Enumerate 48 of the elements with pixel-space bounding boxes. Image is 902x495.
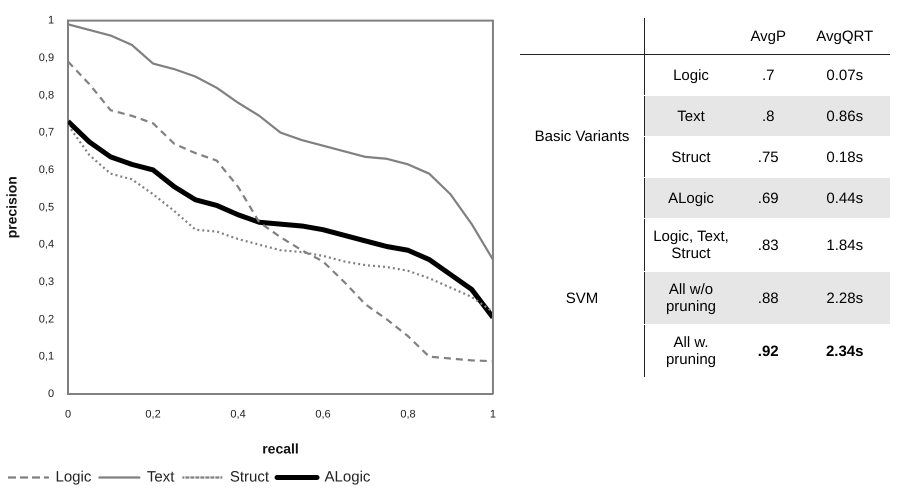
x-tick-label: 0: [65, 408, 72, 421]
y-tick-label: 0,7: [38, 126, 54, 139]
text: 1.84s: [826, 236, 864, 254]
category-label: All w/o pruning: [666, 281, 716, 315]
x-tick-label: 1: [490, 408, 496, 421]
y-tick-label: 0,4: [38, 238, 54, 251]
y-tick-label: 0,9: [38, 52, 54, 64]
category-label: Struct: [671, 148, 711, 166]
category-label: Logic: [673, 66, 709, 84]
text: 2.34s: [826, 342, 864, 360]
text: .8: [762, 108, 774, 124]
category-label: Text: [677, 108, 705, 124]
text: 0.18s: [826, 148, 864, 166]
category-label: Logic, Text, Struct: [653, 228, 729, 262]
legend-label: Struct: [230, 468, 270, 486]
legend-label: Logic: [56, 468, 92, 486]
text: .92: [758, 342, 779, 360]
category-label: AvgP: [737, 18, 800, 54]
y-tick-label: 0,1: [38, 350, 54, 363]
y-tick-label: 0,2: [38, 313, 54, 326]
text: .88: [758, 290, 779, 306]
y-tick-label: 0,8: [38, 89, 54, 102]
x-tick-label: 0,6: [315, 408, 331, 421]
x-tick-label: 0,4: [230, 408, 246, 421]
text: 0.07s: [826, 66, 864, 84]
y-tick-label: 0,5: [38, 201, 54, 214]
text: 0.44s: [826, 190, 864, 206]
text: .7: [762, 66, 774, 84]
y-tick-label: 1: [48, 14, 54, 27]
x-tick-label: 0,8: [400, 408, 416, 421]
category-label: AvgQRT: [799, 18, 890, 54]
legend-label: ALogic: [324, 468, 371, 486]
text: 0.86s: [826, 108, 864, 124]
category-label: All w. pruning: [666, 334, 716, 368]
x-tick-label: 0,2: [145, 408, 161, 421]
y-tick-label: 0,3: [38, 276, 54, 288]
category-label: ALogic: [668, 190, 714, 206]
text: 2.28s: [826, 290, 864, 306]
text: .75: [758, 148, 779, 166]
y-axis-title: precision: [3, 176, 20, 238]
text: Basic Variants: [520, 54, 644, 218]
x-axis-title: recall: [262, 440, 299, 456]
legend-label: Text: [146, 468, 176, 486]
y-tick-label: 0,6: [38, 164, 54, 176]
text: .69: [758, 190, 779, 206]
text: .83: [758, 236, 779, 254]
y-tick-label: 0: [48, 388, 54, 400]
text: SVM: [520, 218, 644, 378]
